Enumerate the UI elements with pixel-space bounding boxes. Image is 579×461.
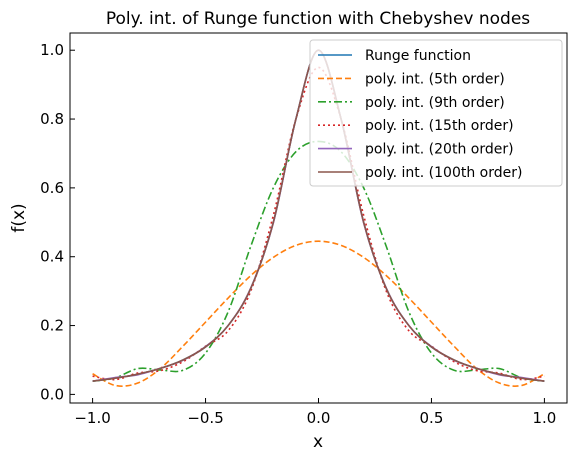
x-axis-label: x (313, 432, 323, 452)
y-tick-label: 0.8 (40, 110, 64, 128)
legend-label: poly. int. (9th order) (365, 95, 505, 111)
y-tick-label: 0.6 (40, 179, 64, 197)
legend-label: Runge function (365, 48, 471, 64)
y-tick-label: 0.0 (40, 385, 64, 403)
x-tick-label: −1.0 (74, 409, 110, 427)
y-axis-label: f(x) (9, 203, 29, 232)
legend-label: poly. int. (100th order) (365, 165, 522, 181)
y-axis-ticks: 0.0 0.2 0.4 0.6 0.8 1.0 (40, 41, 75, 403)
legend-box (309, 39, 563, 187)
series-line-3 (92, 66, 545, 381)
x-axis-ticks: −1.0 −0.5 0.0 0.5 1.0 (74, 398, 556, 427)
chart-title: Poly. int. of Runge function with Chebys… (106, 9, 530, 29)
series-line-1 (92, 240, 545, 387)
x-tick-label: 0.5 (420, 409, 444, 427)
legend-label: poly. int. (20th order) (365, 142, 514, 158)
x-tick-label: 0.0 (307, 409, 331, 427)
legend-label: poly. int. (5th order) (365, 71, 505, 87)
y-tick-label: 0.4 (40, 248, 64, 266)
x-tick-label: 1.0 (532, 409, 556, 427)
y-tick-label: 0.2 (40, 317, 64, 335)
legend-label: poly. int. (15th order) (365, 118, 514, 134)
y-tick-label: 1.0 (40, 41, 64, 59)
legend: Runge function poly. int. (5th order) poly… (309, 39, 563, 187)
x-tick-label: −0.5 (187, 409, 223, 427)
